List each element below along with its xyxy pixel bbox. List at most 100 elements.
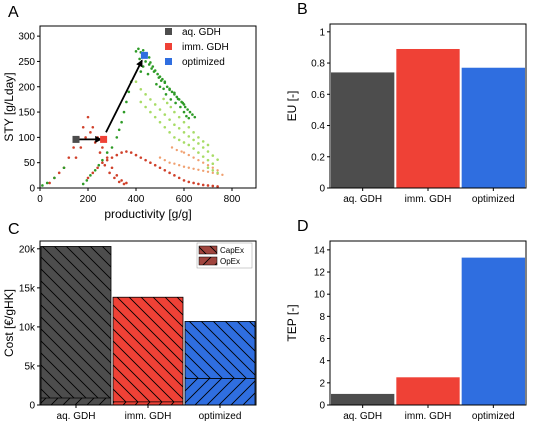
y-tick-label: 10	[314, 290, 326, 301]
scatter-point-green-dark	[122, 110, 126, 114]
bar-optimized	[461, 67, 525, 188]
scatter-point-orange-dots	[206, 170, 210, 173]
x-tick-label: imm. GDH	[405, 411, 452, 422]
scatter-point-orange-dots	[202, 169, 205, 172]
scatter-point-green-dark	[162, 87, 165, 91]
scatter-point-green-light	[187, 143, 191, 147]
bar-imm-gdh	[396, 48, 460, 188]
scatter-point-green-dark	[185, 114, 188, 118]
x-tick-label: optimized	[472, 194, 515, 205]
scatter-point-orange-dots	[202, 161, 205, 164]
scatter-point-green-dark	[97, 163, 101, 167]
scatter-point-green-dark	[149, 61, 152, 64]
scatter-point-green-light	[197, 136, 200, 139]
scatter-point-green-dark	[110, 146, 114, 149]
scatter-point-green-light	[139, 100, 143, 104]
scatter-point-green-dark	[187, 116, 191, 120]
scatter-point-red-dots	[113, 176, 116, 180]
scatter-point-green-dark	[137, 47, 140, 51]
scatter-point-red-dots	[177, 176, 181, 180]
legend-label: OpEx	[220, 257, 240, 266]
scatter-point-green-light	[182, 141, 186, 144]
y-axis-label: Cost [€/gHK]	[2, 289, 16, 357]
bar-opex-hatch	[185, 321, 255, 379]
scatter-point-green-dark	[164, 93, 168, 96]
scatter-point-green-dark	[81, 182, 85, 186]
scatter-point-green-light	[165, 101, 169, 105]
scatter-point-red-dots	[120, 151, 123, 154]
marker-aqgdh	[72, 135, 80, 143]
scatter-point-green-dark	[175, 95, 179, 99]
legend-swatch-hatch	[198, 245, 218, 255]
scatter-point-green-light	[158, 120, 162, 124]
scatter-point-green-dark	[174, 101, 177, 105]
bar-opex-hatch	[41, 246, 111, 398]
scatter-point-orange-dots	[221, 173, 224, 177]
scatter-point-green-light	[201, 140, 205, 143]
scatter-point-red-dots	[117, 180, 121, 184]
scatter-point-green-dark	[182, 110, 186, 114]
panel-letter-d: D	[297, 218, 309, 235]
scatter-point-red-dots	[125, 181, 128, 185]
scatter-point-green-light	[168, 131, 171, 134]
scatter-point-green-light	[197, 142, 200, 145]
scatter-point-green-dark	[138, 57, 141, 61]
scatter-point-green-dark	[186, 108, 189, 111]
scatter-point-green-light	[211, 168, 215, 172]
scatter-point-red-dots	[96, 136, 99, 139]
scatter-point-red-dots	[105, 158, 109, 162]
scatter-point-red-dots	[201, 183, 205, 187]
y-tick-label: 6	[319, 334, 325, 345]
y-tick-label: 10k	[19, 322, 36, 333]
bar-capex-hatch	[113, 401, 183, 405]
scatter-point-red-dots	[163, 168, 167, 172]
scatter-point-orange-dots	[197, 168, 200, 171]
scatter-point-green-light	[149, 98, 152, 101]
scatter-point-red-dots	[197, 182, 200, 186]
scatter-point-green-light	[162, 97, 165, 101]
scatter-point-red-dots	[129, 151, 133, 154]
scatter-point-red-dots	[72, 146, 75, 149]
scatter-point-green-light	[158, 108, 162, 111]
scatter-point-green-light	[211, 154, 215, 157]
scatter-point-red-dots	[168, 171, 171, 175]
scatter-point-red-dots	[108, 171, 111, 175]
x-tick-label: optimized	[472, 411, 515, 422]
legend-swatch	[165, 43, 172, 50]
scatter-point-green-dark	[193, 115, 197, 119]
scatter-point-green-light	[163, 113, 167, 116]
scatter-point-green-light	[153, 103, 157, 106]
scatter-point-green-light	[206, 166, 210, 170]
scatter-point-red-dots	[120, 179, 123, 182]
scatter-point-red-dots	[86, 115, 90, 119]
scatter-point-orange-dots	[187, 153, 190, 157]
bar-aq-gdh	[331, 393, 395, 405]
scatter-point-red-dots	[57, 171, 61, 175]
panel-letter-b: B	[297, 1, 308, 18]
y-tick-label: 8	[319, 312, 325, 323]
bar-imm-gdh	[396, 377, 460, 405]
scatter-point-green-dark	[141, 65, 145, 68]
y-tick-label: 0	[319, 184, 325, 195]
y-axis-label: EU [-]	[285, 91, 299, 122]
scatter-point-green-dark	[188, 110, 192, 114]
x-tick-label: aq. GDH	[343, 194, 382, 205]
legend-label: imm. GDH	[182, 42, 229, 53]
scatter-point-red-dots	[182, 179, 186, 182]
scatter-point-red-dots	[149, 161, 152, 164]
scatter-point-green-dark	[157, 76, 161, 79]
legend-label: optimized	[182, 57, 225, 68]
scatter-point-red-dots	[74, 156, 78, 159]
scatter-point-green-dark	[179, 105, 182, 109]
scatter-point-orange-dots	[197, 158, 200, 162]
y-tick-label: 100	[18, 133, 35, 144]
scatter-point-green-light	[177, 115, 181, 119]
scatter-point-green-dark	[125, 100, 128, 104]
legend-swatch	[165, 58, 172, 65]
x-tick-label: optimized	[199, 411, 242, 422]
marker-immgdh	[100, 135, 108, 143]
scatter-point-red-dots	[192, 181, 195, 185]
y-tick-label: 0.4	[311, 121, 325, 132]
scatter-point-green-light	[149, 110, 152, 114]
scatter-point-green-light	[197, 151, 200, 154]
